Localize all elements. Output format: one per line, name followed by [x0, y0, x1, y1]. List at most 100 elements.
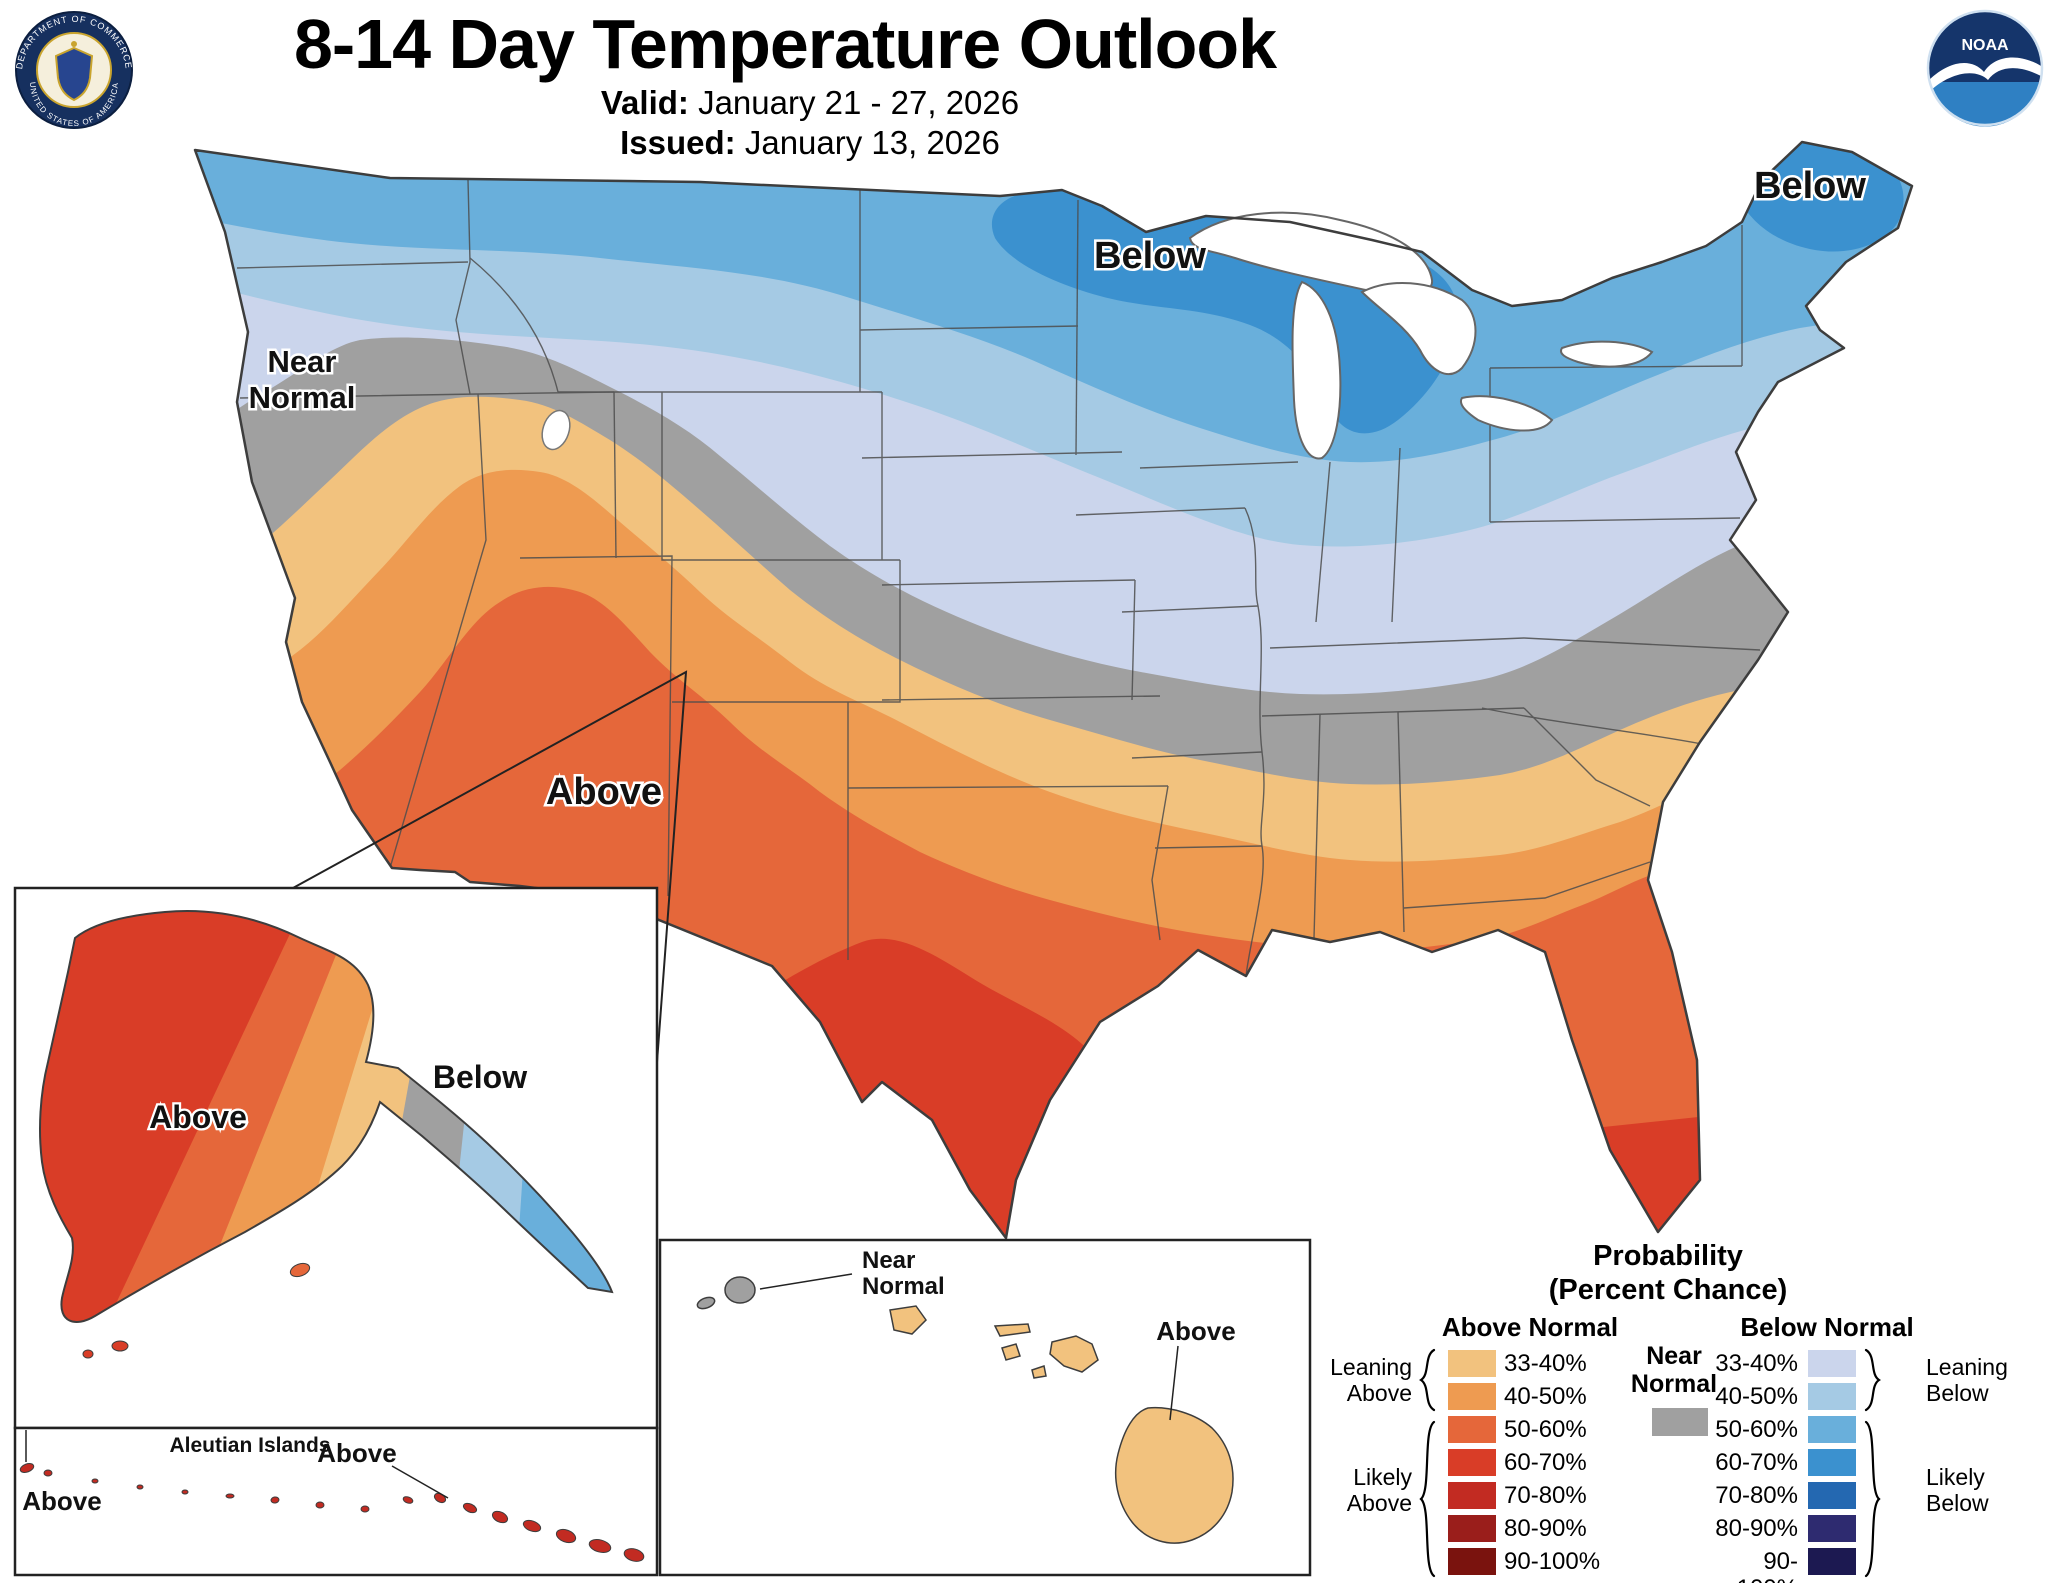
issued-label: Issued: [620, 124, 736, 161]
legend-below-header: Below Normal [1740, 1312, 1914, 1342]
aleutian-island [315, 1501, 325, 1509]
legend-range-above-90-100: 90-100% [1504, 1548, 1601, 1575]
aleutian-island [360, 1505, 370, 1513]
aleutian-island [588, 1539, 612, 1553]
legend-swatch-above-90-100 [1448, 1548, 1496, 1575]
legend-swatch-above-50-60 [1448, 1416, 1496, 1443]
legend-likely-below-label: Likely Below [1926, 1464, 2044, 1516]
label-alaska-below: Below [433, 1059, 527, 1095]
legend-swatch-below-90-100 [1808, 1548, 1856, 1575]
legend-range-below-33-40: 33-40% [1715, 1350, 1798, 1377]
legend-swatch-above-70-80 [1448, 1482, 1496, 1509]
legend-range-below-70-80: 70-80% [1715, 1482, 1798, 1509]
lake-ontario [1560, 340, 1654, 368]
legend-range-above-70-80: 70-80% [1504, 1482, 1587, 1509]
legend-likely-below-2: Below [1926, 1490, 1989, 1516]
legend-swatch-below-80-90 [1808, 1515, 1856, 1542]
label-near-normal-1: Near [268, 344, 337, 379]
alaska-label-group: Above Below [147, 1057, 530, 1138]
great-salt-lake [541, 409, 571, 451]
aleutian-island [181, 1489, 189, 1495]
maui-island [1049, 1335, 1099, 1373]
aleutian-island [91, 1478, 99, 1484]
doc-seal-star [71, 41, 77, 47]
legend-near-line2: Normal [1630, 1370, 1718, 1398]
label-near-normal-2: Normal [249, 380, 356, 415]
legend-leaning-above-label: Leaning Above [1322, 1354, 1412, 1406]
lake-erie [1460, 395, 1554, 432]
legend-swatch-below-50-60 [1808, 1416, 1856, 1443]
state-borders [236, 179, 1761, 977]
valid-value: January 21 - 27, 2026 [698, 84, 1020, 121]
legend-swatch-below-60-70 [1808, 1449, 1856, 1476]
label-aleutian-above-right: Above [317, 1438, 396, 1468]
doc-seal: DEPARTMENT OF COMMERCE UNITED STATES OF … [14, 11, 133, 129]
issued-value: January 13, 2026 [744, 124, 1000, 161]
legend-leaning-above-1: Leaning [1330, 1354, 1412, 1380]
brace-likely-above-icon [1419, 1420, 1436, 1578]
legend-near-line1: Near [1646, 1342, 1702, 1370]
noaa-gull-icon [1929, 57, 2041, 92]
conus-outline [193, 140, 1914, 1240]
kodiak-island [289, 1262, 311, 1278]
legend-title-1: Probability [1593, 1240, 1743, 1272]
aleutian-island [462, 1502, 478, 1514]
label-alaska-above: Above [149, 1099, 247, 1135]
kahoolawe-island [1031, 1365, 1047, 1379]
legend-swatch-above-40-50 [1448, 1383, 1496, 1410]
legend-swatch-above-80-90 [1448, 1515, 1496, 1542]
kauai-island [724, 1276, 756, 1304]
label-hawaii-near-1: Near [862, 1247, 915, 1274]
brace-leaning-above-icon [1419, 1348, 1436, 1412]
legend-near-normal-swatch [1652, 1408, 1708, 1436]
aleutian-pointer-right [391, 1465, 449, 1499]
legend-leaning-below-1: Leaning [1926, 1354, 2008, 1380]
legend-range-above-60-70: 60-70% [1504, 1449, 1587, 1476]
hawaii-islands [696, 1276, 1234, 1544]
valid-label: Valid: [600, 84, 689, 121]
legend-range-below-90-100: 90-100% [1737, 1548, 1798, 1583]
aleutian-islands [19, 1463, 645, 1562]
legend-range-above-80-90: 80-90% [1504, 1515, 1587, 1542]
label-hawaii-near-2: Normal [862, 1273, 945, 1300]
legend-range-below-60-70: 60-70% [1715, 1449, 1798, 1476]
aleutian-label-group: Aleutian Islands Above Above [22, 1434, 396, 1516]
ak-island [111, 1340, 129, 1352]
label-aleutian-title: Aleutian Islands [169, 1434, 330, 1457]
noaa-logo-text: NOAA [1961, 37, 2009, 54]
hawaii-label-group: Near Normal Above [862, 1247, 1236, 1346]
legend-swatch-above-60-70 [1448, 1449, 1496, 1476]
aleutian-island [43, 1469, 53, 1477]
brace-likely-below-icon [1864, 1420, 1881, 1578]
doc-seal-shield [54, 46, 94, 102]
lanai-island [1001, 1343, 1021, 1361]
legend-likely-above-1: Likely [1353, 1464, 1412, 1490]
legend-leaning-below-2: Below [1926, 1380, 1989, 1406]
noaa-logo: NOAA [1926, 9, 2044, 127]
page-title: 8-14 Day Temperature Outlook [293, 5, 1277, 83]
label-hawaii-above: Above [1156, 1316, 1235, 1346]
legend-likely-above-2: Above [1346, 1490, 1412, 1516]
issued-line: Issued: January 13, 2026 [300, 124, 1320, 162]
valid-line: Valid: January 21 - 27, 2026 [300, 84, 1320, 122]
conus-label-group: Below Below Near Normal Above [246, 163, 1869, 816]
alaska-projection-lines [292, 670, 688, 1063]
great-lakes [541, 211, 1654, 460]
legend-near-normal-label: Near Normal [1614, 1342, 1734, 1398]
legend-title-2: (Percent Chance) [1548, 1274, 1788, 1306]
ak-island [82, 1349, 94, 1359]
lake-michigan [1291, 280, 1342, 460]
legend-likely-below-1: Likely [1926, 1464, 1985, 1490]
label-aleutian-above-left: Above [22, 1486, 101, 1516]
legend-range-below-50-60: 50-60% [1715, 1416, 1798, 1443]
legend-swatch-above-33-40 [1448, 1350, 1496, 1377]
label-above-south: Above [546, 771, 662, 813]
niihau-island [696, 1296, 716, 1310]
aleutian-island [402, 1496, 414, 1504]
brace-leaning-below-icon [1864, 1348, 1881, 1412]
aleutian-island [136, 1484, 144, 1490]
oahu-island [889, 1305, 927, 1335]
legend-range-above-33-40: 33-40% [1504, 1350, 1587, 1377]
alaska-islands [82, 1262, 311, 1359]
